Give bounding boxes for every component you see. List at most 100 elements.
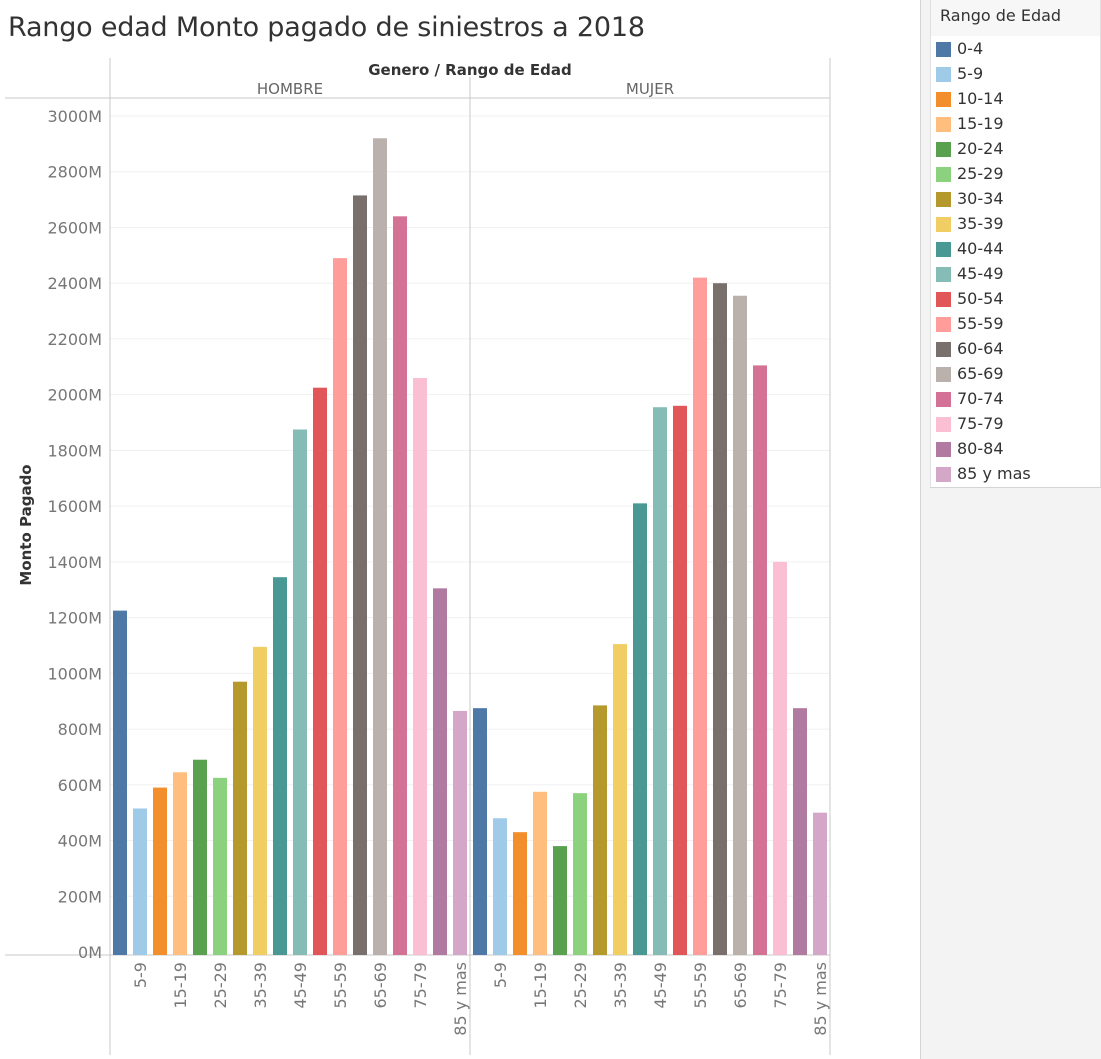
x-tick-label: 65-69 (731, 962, 750, 1009)
panel-header: HOMBRE (257, 80, 323, 98)
bar (193, 759, 207, 955)
bar (773, 561, 787, 955)
legend-item[interactable]: 35-39 (936, 214, 1096, 240)
legend-item[interactable]: 45-49 (936, 264, 1096, 290)
bar (693, 277, 707, 955)
bar (133, 808, 147, 955)
legend-swatch (936, 292, 951, 307)
legend-swatch (936, 117, 951, 132)
legend-label: 15-19 (957, 114, 1004, 133)
legend-item[interactable]: 0-4 (936, 39, 1096, 65)
legend-label: 10-14 (957, 89, 1004, 108)
legend-label: 40-44 (957, 239, 1004, 258)
y-tick-label: 2200M (47, 330, 102, 349)
y-tick-label: 1200M (47, 609, 102, 628)
legend-label: 0-4 (957, 39, 984, 58)
y-tick-label: 400M (58, 832, 102, 851)
legend-swatch (936, 67, 951, 82)
bar (493, 818, 507, 955)
y-tick-label: 1800M (47, 441, 102, 460)
x-tick-label: 45-49 (291, 962, 310, 1009)
y-tick-label: 2000M (47, 386, 102, 405)
legend-swatch (936, 442, 951, 457)
legend-swatch (936, 192, 951, 207)
x-tick-label: 25-29 (571, 962, 590, 1009)
legend-title: Rango de Edad (940, 6, 1062, 25)
legend-item[interactable]: 5-9 (936, 64, 1096, 90)
x-tick-label: 75-79 (411, 962, 430, 1009)
bar (533, 791, 547, 955)
legend-item[interactable]: 70-74 (936, 389, 1096, 415)
bar (673, 405, 687, 955)
legend-swatch (936, 392, 951, 407)
legend-label: 45-49 (957, 264, 1004, 283)
bar (173, 772, 187, 955)
bar (273, 577, 287, 955)
y-tick-label: 2400M (47, 274, 102, 293)
legend-item[interactable]: 55-59 (936, 314, 1096, 340)
legend-swatch (936, 267, 951, 282)
y-axis-title: Monto Pagado (17, 464, 35, 585)
bar (573, 793, 587, 955)
y-tick-label: 200M (58, 887, 102, 906)
legend-swatch (936, 367, 951, 382)
bar (113, 610, 127, 955)
bar (333, 258, 347, 955)
legend-header (931, 0, 1100, 36)
legend-swatch (936, 142, 951, 157)
legend-label: 55-59 (957, 314, 1004, 333)
legend-item[interactable]: 60-64 (936, 339, 1096, 365)
x-tick-label: 25-29 (211, 962, 230, 1009)
legend-label: 35-39 (957, 214, 1004, 233)
legend-swatch (936, 92, 951, 107)
legend-items: 0-4 5-9 10-14 15-19 20-24 25-29 30-34 35-39 40-4… (936, 39, 1096, 490)
x-tick-label: 55-59 (331, 962, 350, 1009)
bar (213, 777, 227, 955)
x-tick-label: 85 y mas (811, 962, 830, 1036)
bar (613, 644, 627, 955)
color-legend[interactable]: Rango de Edad 0-4 5-9 10-14 15-19 20-24 25-29… (930, 0, 1101, 488)
legend-item[interactable]: 50-54 (936, 289, 1096, 315)
legend-item[interactable]: 80-84 (936, 439, 1096, 465)
x-tick-label: 75-79 (771, 962, 790, 1009)
bar (153, 787, 167, 955)
legend-item[interactable]: 75-79 (936, 414, 1096, 440)
legend-swatch (936, 217, 951, 232)
legend-item[interactable]: 85 y mas (936, 464, 1096, 490)
legend-swatch (936, 242, 951, 257)
legend-item[interactable]: 40-44 (936, 239, 1096, 265)
y-tick-label: 800M (58, 720, 102, 739)
legend-item[interactable]: 65-69 (936, 364, 1096, 390)
legend-item[interactable]: 20-24 (936, 139, 1096, 165)
legend-label: 25-29 (957, 164, 1004, 183)
y-tick-label: 2800M (47, 163, 102, 182)
legend-item[interactable]: 25-29 (936, 164, 1096, 190)
legend-swatch (936, 417, 951, 432)
y-tick-label: 3000M (47, 107, 102, 126)
legend-label: 20-24 (957, 139, 1004, 158)
legend-label: 85 y mas (957, 464, 1031, 483)
legend-item[interactable]: 30-34 (936, 189, 1096, 215)
bar (373, 138, 387, 955)
y-tick-label: 2600M (47, 218, 102, 237)
legend-item[interactable]: 15-19 (936, 114, 1096, 140)
legend-label: 50-54 (957, 289, 1004, 308)
bar (453, 710, 467, 955)
legend-label: 60-64 (957, 339, 1004, 358)
legend-label: 80-84 (957, 439, 1004, 458)
bar (353, 195, 367, 956)
column-header: Genero / Rango de Edad (368, 61, 572, 79)
bar (593, 705, 607, 955)
x-tick-label: 85 y mas (451, 962, 470, 1036)
legend-label: 30-34 (957, 189, 1004, 208)
x-tick-label: 65-69 (371, 962, 390, 1009)
x-tick-label: 5-9 (491, 962, 510, 988)
y-tick-label: 1400M (47, 553, 102, 572)
y-tick-label: 1000M (47, 664, 102, 683)
panel-header: MUJER (626, 80, 674, 98)
y-tick-label: 600M (58, 776, 102, 795)
bar (753, 365, 767, 955)
bar (713, 283, 727, 955)
legend-item[interactable]: 10-14 (936, 89, 1096, 115)
bar (233, 681, 247, 955)
